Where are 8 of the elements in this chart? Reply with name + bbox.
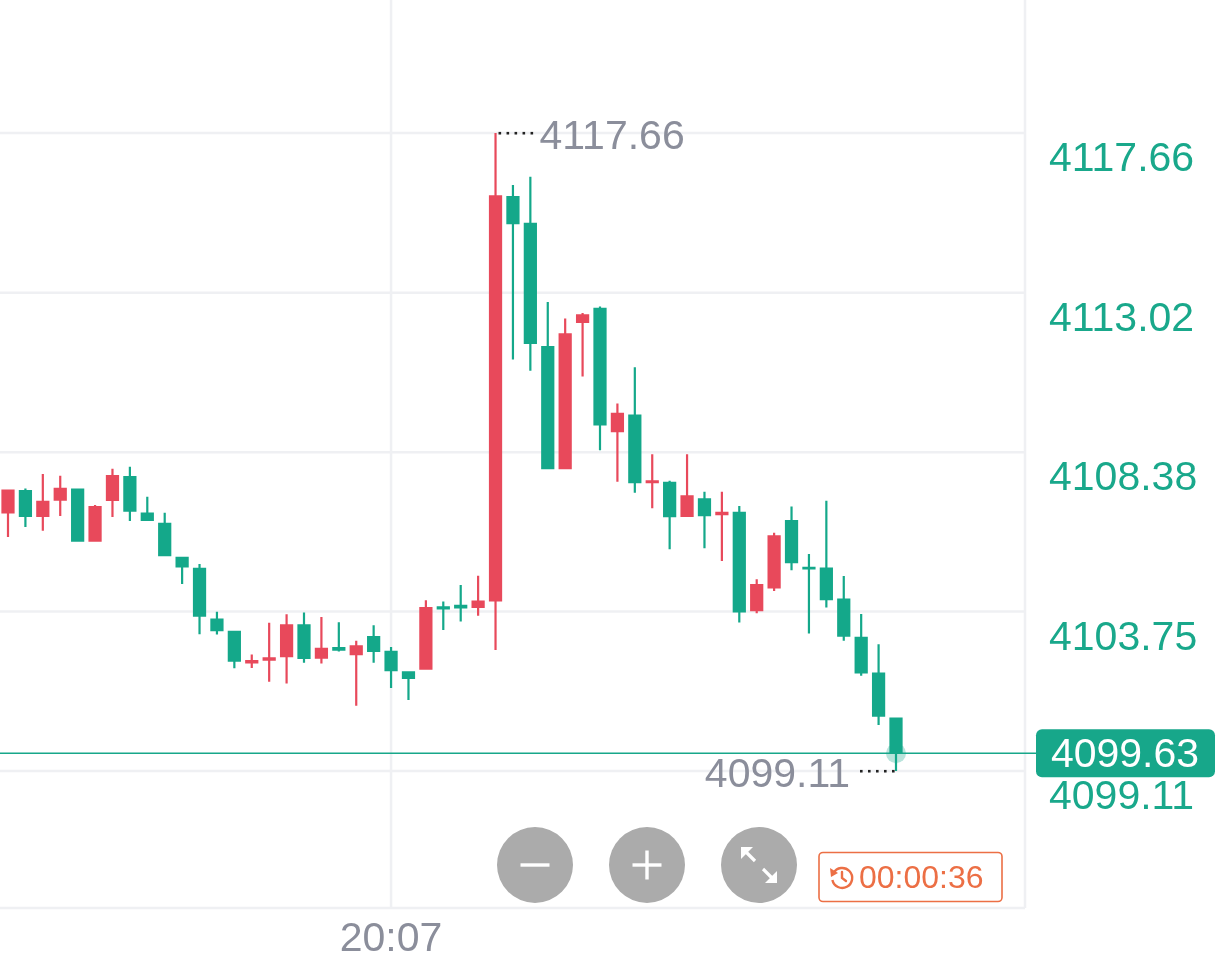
annotation: 4117.66	[539, 112, 685, 159]
y-tick-label: 4108.38	[1049, 453, 1198, 500]
y-tick-label: 4117.66	[1049, 134, 1195, 181]
x-tick-label: 20:07	[339, 914, 443, 960]
y-tick-label: 4113.02	[1049, 293, 1195, 340]
annotation: 4099.11	[704, 750, 850, 797]
y-tick-label: 4103.75	[1049, 612, 1198, 659]
annotation: 00:00:36	[859, 859, 984, 895]
